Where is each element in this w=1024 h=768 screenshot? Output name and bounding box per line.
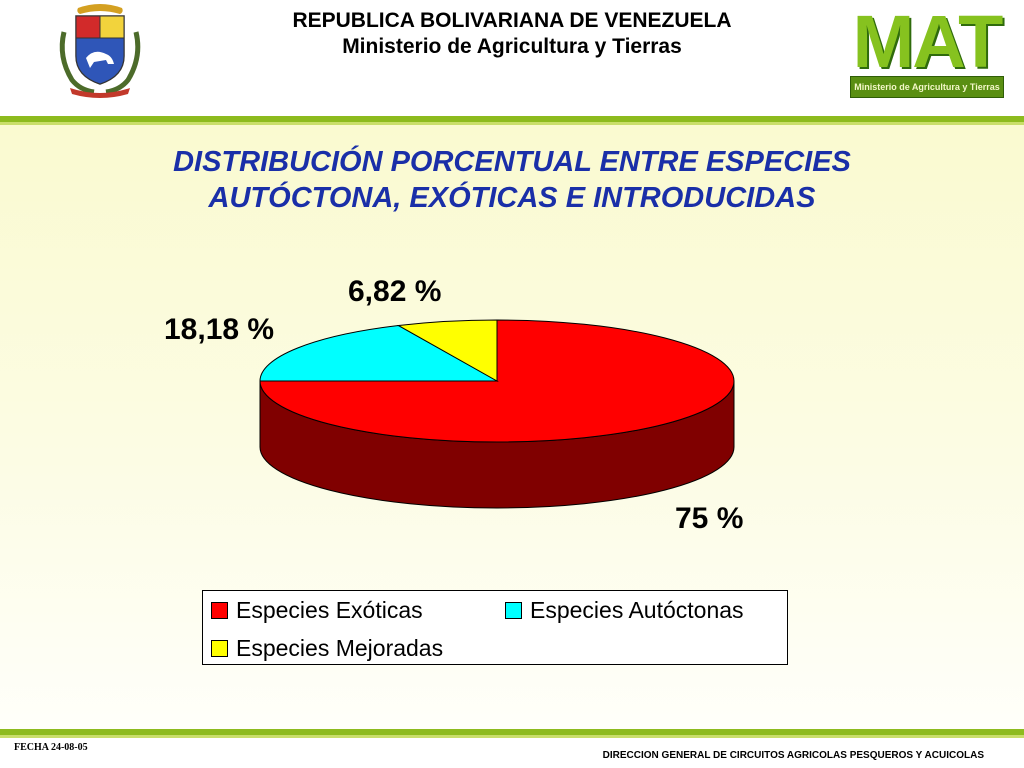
chart-title-line2: AUTÓCTONA, EXÓTICAS E INTRODUCIDAS (208, 182, 816, 214)
header-country: REPUBLICA BOLIVARIANA DE VENEZUELA (292, 9, 732, 32)
legend-item-autoctonas: Especies Autóctonas (505, 597, 744, 624)
header-divider-accent (0, 122, 1024, 125)
venezuela-coat-of-arms-icon (59, 4, 141, 98)
mat-logo-tagline: Ministerio de Agricultura y Tierras (850, 76, 1004, 98)
chart-title-line1: DISTRIBUCIÓN PORCENTUAL ENTRE ESPECIES (173, 146, 851, 178)
chart-legend: Especies Exóticas Especies Autóctonas Es… (202, 590, 788, 665)
mat-logo-letters: MAT (852, 0, 1004, 83)
legend-label-exoticas: Especies Exóticas (236, 597, 423, 623)
data-label-autoctonas: 18,18 % (164, 313, 275, 346)
legend-label-autoctonas: Especies Autóctonas (530, 597, 744, 623)
footer-divider (0, 729, 1024, 735)
legend-swatch-autoctonas (505, 602, 522, 619)
chart-title: DISTRIBUCIÓN PORCENTUAL ENTRE ESPECIES A… (80, 144, 944, 216)
pie-slice-exoticas (259, 319, 735, 443)
mat-logo: MAT Ministerio de Agricultura y Tierras (848, 0, 1006, 98)
footer-date: FECHA 24-08-05 (14, 742, 88, 753)
footer-divider-accent (0, 735, 1024, 738)
pie-slice-mejoradas (396, 319, 498, 382)
header-ministry: Ministerio de Agricultura y Tierras (342, 35, 682, 58)
header-divider (0, 116, 1024, 122)
footer-department: DIRECCION GENERAL DE CIRCUITOS AGRICOLAS… (602, 750, 984, 761)
pie-slice-autoctonas (259, 324, 499, 382)
legend-item-exoticas: Especies Exóticas (211, 597, 423, 624)
data-label-mejoradas: 6,82 % (348, 275, 442, 308)
legend-swatch-mejoradas (211, 640, 228, 657)
legend-label-mejoradas: Especies Mejoradas (236, 635, 444, 661)
data-label-exoticas: 75 % (675, 502, 744, 535)
header-title: REPUBLICA BOLIVARIANA DE VENEZUELA Minis… (200, 8, 824, 60)
legend-swatch-exoticas (211, 602, 228, 619)
legend-item-mejoradas: Especies Mejoradas (211, 635, 443, 662)
